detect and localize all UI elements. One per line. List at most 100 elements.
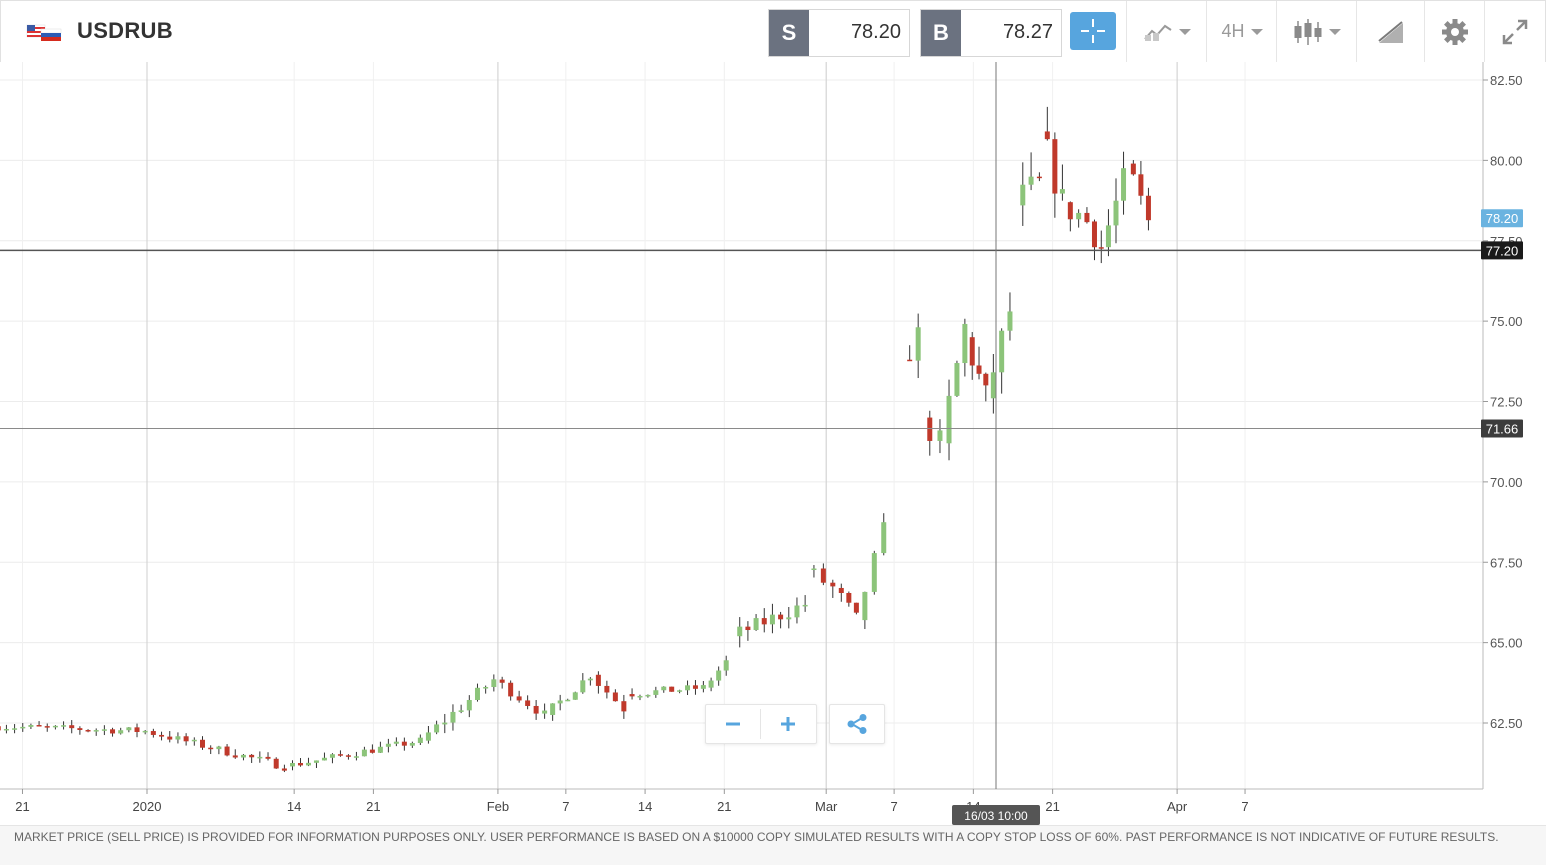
- drawing-tools-button[interactable]: [1356, 1, 1425, 62]
- candle-down: [208, 747, 214, 750]
- timeframe-dropdown[interactable]: 4H: [1206, 1, 1277, 62]
- y-tick-label: 62.50: [1490, 716, 1523, 731]
- candle-up: [999, 330, 1005, 373]
- candle-down: [249, 754, 255, 758]
- drawing-tools-icon: [1378, 20, 1403, 43]
- share-button[interactable]: [830, 705, 884, 743]
- candle-down: [927, 417, 933, 441]
- candle-down: [604, 685, 610, 693]
- candle-style-dropdown[interactable]: [1276, 1, 1357, 62]
- candle-down: [692, 685, 698, 689]
- share-icon: [847, 714, 867, 734]
- candle-down: [150, 731, 156, 735]
- candle-down: [595, 674, 601, 686]
- candle-down: [853, 602, 859, 613]
- candle-down: [907, 359, 913, 362]
- candle-down: [0, 726, 1, 731]
- crosshair-button[interactable]: [1070, 12, 1116, 50]
- candle-up: [377, 746, 383, 753]
- chart-type-dropdown[interactable]: [1126, 1, 1207, 62]
- candle-down: [337, 754, 343, 756]
- current-price-tag: [1481, 209, 1523, 228]
- candle-down: [846, 592, 852, 603]
- zoom-divider: [760, 709, 761, 739]
- candle-down: [976, 365, 982, 374]
- candle-up: [1020, 184, 1026, 206]
- crosshair-icon: [1081, 19, 1105, 43]
- candle-up: [1059, 189, 1065, 194]
- candle-down: [1067, 202, 1073, 220]
- candle-up: [313, 760, 319, 763]
- candle-up: [12, 728, 18, 730]
- candle-up: [753, 618, 759, 631]
- candle-down: [44, 726, 50, 728]
- candle-down: [621, 701, 627, 712]
- candle-up: [811, 568, 817, 571]
- crosshair-time-label: 16/03 10:00: [964, 809, 1028, 823]
- price-chart[interactable]: 62.5065.0067.5070.0072.5075.0077.5080.00…: [0, 62, 1546, 825]
- candle-up: [52, 725, 58, 728]
- candle-up: [385, 743, 391, 747]
- candle-up: [257, 756, 263, 759]
- candle-up: [990, 372, 996, 399]
- candle-up: [1105, 225, 1111, 248]
- price-line-tag: [1481, 241, 1523, 260]
- candle-up: [580, 680, 586, 693]
- timeframe-label: 4H: [1221, 21, 1245, 41]
- candle-up: [871, 553, 877, 592]
- x-tick-label: 21: [717, 799, 731, 814]
- candle-down: [1138, 174, 1144, 196]
- price-line-tag: [1481, 419, 1523, 438]
- candle-down: [232, 755, 238, 758]
- buy-price-button[interactable]: B 78.27: [920, 9, 1062, 57]
- candle-up: [862, 591, 868, 621]
- zoom-out-icon: [726, 722, 740, 726]
- candle-down: [1145, 195, 1151, 221]
- y-tick-label: 72.50: [1490, 395, 1523, 410]
- sell-price-button[interactable]: S 78.20: [768, 9, 910, 57]
- candle-up: [491, 679, 497, 688]
- candle-up: [409, 742, 415, 746]
- candle-up: [685, 685, 691, 691]
- fullscreen-button[interactable]: [1484, 1, 1545, 62]
- x-tick-label: Apr: [1167, 799, 1188, 814]
- candle-up: [393, 741, 399, 744]
- x-tick-label: 7: [562, 799, 569, 814]
- candle-up: [1121, 168, 1127, 201]
- candle-up: [305, 762, 311, 766]
- candle-up: [723, 660, 729, 671]
- candle-down: [669, 686, 675, 692]
- zoom-in-button[interactable]: [761, 705, 815, 743]
- buy-tag: B: [921, 10, 961, 56]
- candle-up: [1113, 200, 1119, 226]
- candle-up: [329, 754, 335, 758]
- candle-up: [557, 700, 563, 704]
- candle-up: [118, 730, 124, 734]
- candle-down: [224, 746, 230, 756]
- gear-icon: [1442, 18, 1468, 45]
- zoom-out-button[interactable]: [706, 705, 760, 743]
- candle-up: [450, 711, 456, 723]
- candle-up: [716, 670, 722, 681]
- candle-up: [677, 690, 683, 692]
- candle-up: [946, 395, 952, 444]
- settings-button[interactable]: [1424, 1, 1485, 62]
- candle-down: [1130, 163, 1136, 175]
- candlestick-icon: [1294, 18, 1322, 45]
- candle-down: [36, 725, 42, 727]
- candle-down: [369, 749, 375, 753]
- y-tick-label: 70.00: [1490, 475, 1523, 490]
- x-tick-label: Feb: [487, 799, 509, 814]
- candle-down: [167, 736, 173, 740]
- candle-up: [550, 703, 556, 715]
- candle-up: [434, 724, 440, 733]
- x-tick-label: Mar: [815, 799, 838, 814]
- candle-down: [273, 758, 279, 769]
- chevron-down-icon: [1329, 28, 1341, 35]
- candle-down: [200, 739, 206, 748]
- sell-tag: S: [769, 10, 809, 56]
- chart-toolbar: USDRUB S 78.20 B 78.27 4H: [0, 0, 1546, 63]
- candle-up: [937, 430, 943, 441]
- x-tick-label: 21: [366, 799, 380, 814]
- us-ru-flag-icon: [26, 24, 62, 41]
